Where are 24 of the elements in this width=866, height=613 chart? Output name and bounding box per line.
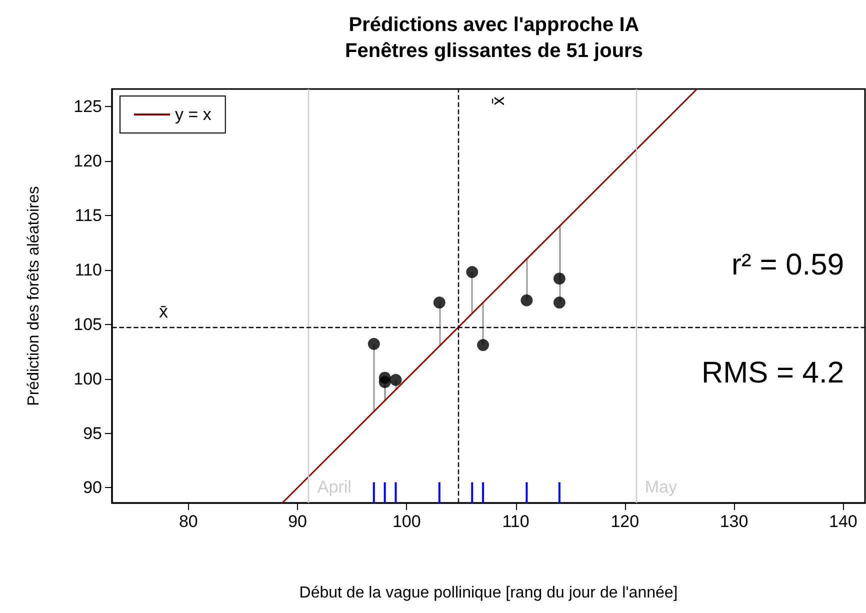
y-tick-label: 90: [83, 478, 102, 498]
y-tick-label: 100: [74, 369, 102, 388]
chart-subtitle: Fenêtres glissantes de 51 jours: [345, 40, 643, 62]
x-tick-label: 90: [288, 512, 307, 531]
ref-line-label: x̄: [488, 96, 508, 106]
y-tick-label: 110: [74, 260, 102, 280]
annotation: r² = 0.59: [731, 248, 844, 282]
x-axis-title: Début de la vague pollinique [rang du jour de l'année]: [299, 584, 678, 602]
x-tick-label: 140: [828, 512, 858, 531]
x-tick-label: 100: [392, 512, 421, 531]
y-tick-label: 125: [74, 96, 102, 116]
ref-line-label: x̄: [159, 302, 168, 322]
y-tick-label: 95: [83, 424, 102, 443]
x-tick-label: 130: [720, 512, 748, 531]
y-axis-title: Prédiction des forêts aléatoires: [26, 186, 42, 406]
y-tick-label: 105: [74, 314, 102, 334]
y-tick-label: 115: [74, 206, 102, 225]
chart-title: Prédictions avec l'approche IA: [348, 14, 640, 36]
legend-label: y = x: [175, 105, 212, 124]
x-tick-label: 120: [610, 512, 640, 531]
x-tick-label: 80: [178, 512, 198, 531]
y-tick-label: 120: [74, 151, 102, 170]
annotation: RMS = 4.2: [701, 356, 844, 390]
x-tick-label: 110: [502, 512, 530, 531]
